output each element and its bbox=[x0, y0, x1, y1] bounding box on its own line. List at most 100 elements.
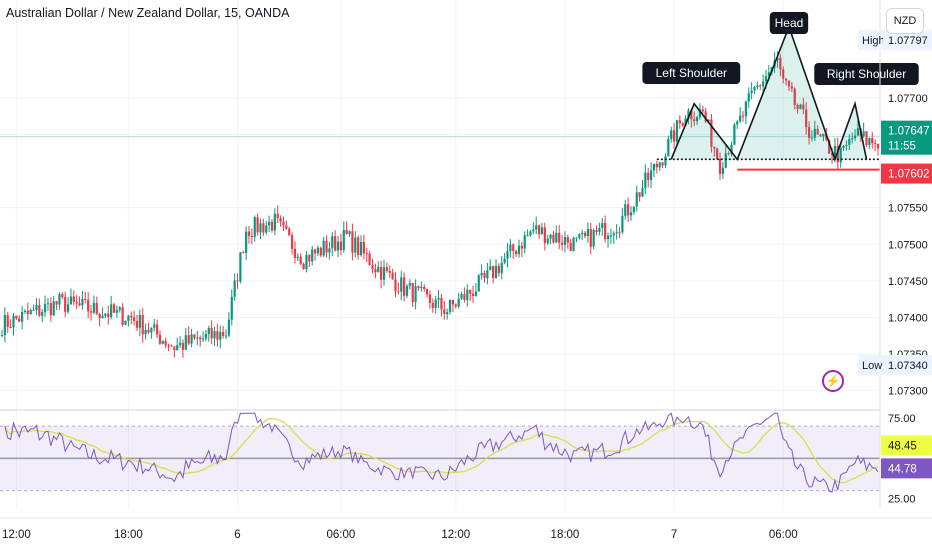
candle-body bbox=[644, 172, 647, 189]
price-tick-label: 1.07700 bbox=[888, 93, 928, 105]
candle-body bbox=[299, 256, 302, 264]
candle-body bbox=[477, 275, 480, 292]
candle-body bbox=[158, 334, 162, 344]
candle-body bbox=[173, 346, 176, 351]
currency-button[interactable]: NZD bbox=[886, 8, 924, 34]
candle-body bbox=[443, 309, 446, 315]
candle-body bbox=[598, 227, 601, 232]
candle-body bbox=[233, 280, 236, 297]
candle-body bbox=[127, 315, 130, 321]
candle-body bbox=[236, 280, 239, 282]
candle-body bbox=[695, 117, 699, 122]
candle-body bbox=[575, 237, 578, 239]
candle-body bbox=[503, 258, 506, 263]
candle-body bbox=[224, 335, 228, 337]
candle-body bbox=[328, 248, 331, 253]
candle-body bbox=[810, 137, 814, 139]
price-tick-label: 1.07450 bbox=[888, 276, 928, 288]
candle-body bbox=[833, 145, 837, 156]
head-label-box bbox=[769, 12, 809, 34]
candle-body bbox=[566, 237, 569, 243]
high-badge-label: High bbox=[862, 35, 885, 47]
candle-body bbox=[670, 130, 673, 140]
candle-body bbox=[400, 277, 403, 292]
candle-body bbox=[440, 297, 443, 310]
candle-body bbox=[842, 145, 845, 148]
candle-body bbox=[787, 80, 791, 87]
candle-body bbox=[460, 294, 463, 299]
candle-body bbox=[354, 237, 357, 253]
candle-body bbox=[856, 128, 859, 136]
candle-body bbox=[322, 240, 325, 256]
candle-body bbox=[178, 342, 182, 346]
time-tick-label: 06:00 bbox=[327, 529, 356, 541]
rsi-value-badge bbox=[881, 458, 932, 479]
candle-body bbox=[497, 265, 500, 274]
candle-body bbox=[138, 314, 141, 328]
candle-body bbox=[661, 162, 664, 166]
last-price-value: 1.07647 bbox=[888, 126, 930, 138]
candle-body bbox=[201, 338, 205, 340]
candle-body bbox=[6, 315, 9, 327]
candle-body bbox=[256, 217, 259, 233]
candle-body bbox=[621, 215, 624, 233]
price-tick-label: 1.07300 bbox=[888, 386, 928, 398]
candle-body bbox=[632, 206, 635, 213]
support-badge bbox=[881, 163, 932, 184]
candle-body bbox=[308, 255, 311, 262]
candle-body bbox=[543, 227, 546, 244]
candle-body bbox=[612, 233, 615, 236]
candle-body bbox=[285, 225, 288, 229]
candle-body bbox=[397, 291, 400, 293]
candle-body bbox=[704, 111, 707, 122]
candle-body bbox=[104, 313, 107, 316]
candle-body bbox=[385, 267, 388, 271]
candle-body bbox=[250, 235, 253, 237]
candle-body bbox=[816, 128, 819, 135]
candle-body bbox=[181, 342, 185, 350]
candle-body bbox=[690, 110, 693, 120]
candle-body bbox=[81, 299, 84, 306]
candle-body bbox=[167, 345, 170, 347]
candle-body bbox=[66, 304, 70, 312]
candle-body bbox=[606, 235, 610, 240]
candle-body bbox=[454, 304, 457, 307]
candle-body bbox=[124, 320, 127, 325]
candle-body bbox=[515, 251, 518, 255]
candle-body bbox=[342, 229, 345, 251]
candle-body bbox=[799, 104, 802, 110]
candle-body bbox=[466, 289, 469, 301]
candle-body bbox=[747, 93, 750, 102]
candle-body bbox=[762, 81, 765, 87]
candle-body bbox=[474, 291, 478, 297]
candle-body bbox=[767, 72, 770, 76]
price-tick-label: 1.07500 bbox=[888, 239, 928, 251]
candle-body bbox=[230, 296, 233, 320]
candle-body bbox=[227, 319, 230, 336]
candle-body bbox=[601, 222, 604, 228]
candle-body bbox=[819, 134, 822, 137]
low-badge-value: 1.07340 bbox=[888, 360, 928, 372]
candle-body bbox=[239, 252, 242, 282]
candle-body bbox=[629, 212, 633, 216]
candle-body bbox=[147, 329, 150, 333]
candle-body bbox=[716, 148, 719, 159]
candle-body bbox=[18, 318, 21, 322]
candle-body bbox=[805, 109, 808, 128]
candle-body bbox=[684, 118, 687, 126]
rsi-line bbox=[4, 412, 879, 493]
candle-body bbox=[627, 204, 630, 216]
candle-body bbox=[282, 221, 285, 226]
candle-body bbox=[43, 304, 47, 312]
candle-body bbox=[871, 137, 874, 144]
candle-body bbox=[750, 90, 753, 94]
lightning-icon[interactable]: ⚡ bbox=[822, 370, 844, 392]
candle-body bbox=[29, 310, 32, 315]
candle-body bbox=[388, 270, 391, 273]
candle-body bbox=[672, 130, 676, 142]
candle-body bbox=[130, 315, 133, 318]
candle-body bbox=[365, 253, 368, 255]
candle-body bbox=[121, 307, 124, 325]
rsi-tick-label: 75.00 bbox=[888, 413, 916, 425]
